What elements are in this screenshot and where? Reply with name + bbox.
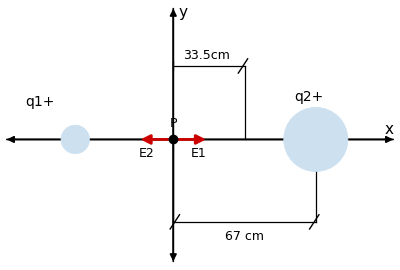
Text: q2+: q2+ [294, 90, 324, 104]
Text: y: y [178, 5, 188, 20]
Circle shape [284, 107, 348, 171]
Text: 33.5cm: 33.5cm [183, 49, 230, 62]
Text: 67 cm: 67 cm [225, 230, 264, 243]
Text: E2: E2 [139, 147, 154, 160]
Text: E1: E1 [191, 147, 207, 160]
Circle shape [61, 125, 90, 154]
Text: x: x [385, 122, 394, 137]
Text: q1+: q1+ [25, 94, 54, 109]
Text: P: P [170, 117, 177, 130]
